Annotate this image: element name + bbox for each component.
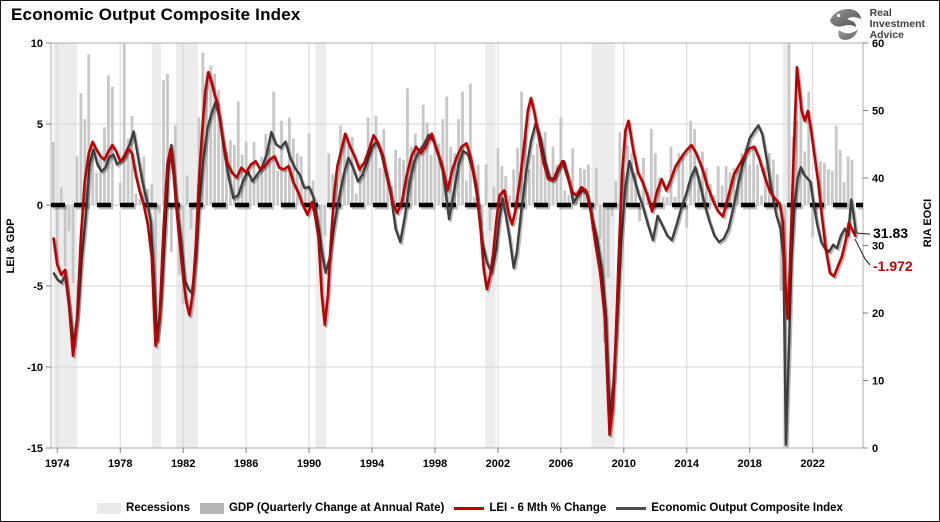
svg-text:-15: -15 <box>27 443 43 455</box>
eoci-last-value-callout: 31.83 <box>873 225 908 241</box>
svg-text:1982: 1982 <box>171 458 195 470</box>
brand-line-3: Advice <box>869 28 904 41</box>
svg-text:1994: 1994 <box>360 458 385 470</box>
svg-text:2014: 2014 <box>675 458 700 470</box>
svg-text:-10: -10 <box>27 362 43 374</box>
brand-line-1: Real <box>869 6 892 19</box>
chart-legend: Recessions GDP (Quarterly Change at Annu… <box>1 502 939 514</box>
svg-text:1978: 1978 <box>108 458 132 470</box>
svg-text:5: 5 <box>37 119 43 131</box>
legend-item-eoci: Economic Output Composite Index <box>616 502 843 514</box>
brand-logo: Real Investment Advice <box>827 5 925 43</box>
svg-text:2022: 2022 <box>800 458 824 470</box>
legend-label: Economic Output Composite Index <box>651 502 843 514</box>
svg-text:50: 50 <box>872 106 884 118</box>
legend-label: Recessions <box>126 502 190 514</box>
svg-text:0: 0 <box>37 200 43 212</box>
lei-last-value-callout: -1.972 <box>873 258 913 274</box>
left-axis-title: LEI & GDP <box>5 218 17 273</box>
eagle-icon <box>829 9 861 40</box>
svg-text:1998: 1998 <box>423 458 447 470</box>
svg-text:1974: 1974 <box>45 458 70 470</box>
eoci-line-swatch <box>616 506 647 510</box>
right-axis-title: RIA EOCI <box>922 199 934 248</box>
svg-text:2002: 2002 <box>486 458 510 470</box>
lei-line-swatch <box>454 506 485 510</box>
svg-text:2006: 2006 <box>549 458 573 470</box>
svg-text:0: 0 <box>872 443 878 455</box>
brand-line-2: Investment <box>869 17 925 30</box>
legend-label: GDP (Quarterly Change at Annual Rate) <box>228 502 445 514</box>
svg-text:20: 20 <box>872 308 884 320</box>
gdp-swatch <box>199 502 224 514</box>
svg-text:1990: 1990 <box>297 458 321 470</box>
svg-text:-5: -5 <box>33 281 43 293</box>
recession-swatch <box>97 502 122 514</box>
composite-index-chart: 1974 1978 1982 1986 1990 1994 1998 2002 2006 2010… <box>5 38 934 470</box>
svg-text:10: 10 <box>872 376 884 388</box>
legend-item-gdp: GDP (Quarterly Change at Annual Rate) <box>199 502 445 514</box>
legend-item-lei: LEI - 6 Mth % Change <box>454 502 606 514</box>
svg-text:60: 60 <box>872 38 884 50</box>
legend-label: LEI - 6 Mth % Change <box>489 502 607 514</box>
svg-text:2018: 2018 <box>737 458 761 470</box>
legend-item-recessions: Recessions <box>97 502 190 514</box>
svg-text:2010: 2010 <box>612 458 636 470</box>
svg-text:1986: 1986 <box>234 458 258 470</box>
page-title: Economic Output Composite Index <box>11 5 301 24</box>
svg-text:10: 10 <box>31 38 43 50</box>
svg-text:30: 30 <box>872 241 884 253</box>
svg-text:40: 40 <box>872 173 884 185</box>
